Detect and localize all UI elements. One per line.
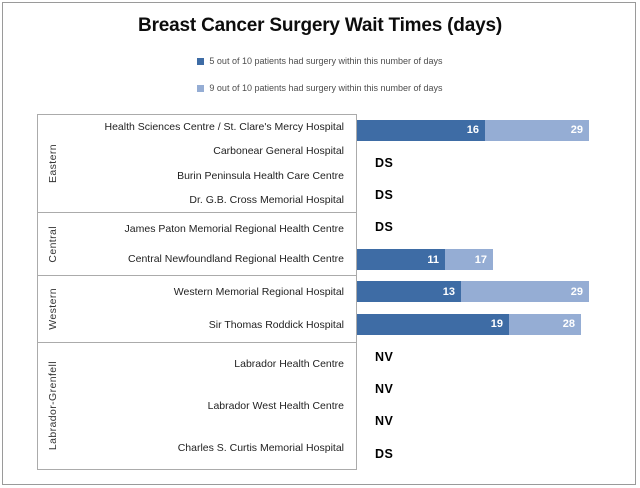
hospital-label: Burin Peninsula Health Care Centre bbox=[177, 169, 344, 182]
legend-item-90th: 9 out of 10 patients had surgery within … bbox=[197, 81, 443, 95]
hospital-label: Labrador Health Centre bbox=[234, 357, 344, 370]
bar-value-90th: 17 bbox=[474, 253, 487, 266]
hospital-label: Dr. G.B. Cross Memorial Hospital bbox=[189, 194, 344, 207]
bar-90th: 28 bbox=[509, 313, 581, 335]
region-group: Eastern Health Sciences Centre / St. Clar… bbox=[38, 115, 356, 214]
bar-row: DS bbox=[357, 211, 635, 243]
hospital-label: Central Newfoundland Regional Health Cen… bbox=[128, 253, 344, 266]
legend-item-50th: 5 out of 10 patients had surgery within … bbox=[197, 54, 443, 68]
region-group: Labrador-Grenfell Labrador Health Centre L… bbox=[38, 343, 356, 469]
bar-value-90th: 29 bbox=[570, 285, 583, 298]
bar-value-50th: 16 bbox=[466, 124, 479, 137]
bar-90th: 29 bbox=[461, 281, 589, 303]
bar-50th: 19 bbox=[357, 313, 509, 335]
category-rows: Western Memorial Regional Hospital Sir Th… bbox=[68, 276, 356, 342]
bar-90th: 29 bbox=[485, 119, 589, 141]
region-cell: Labrador-Grenfell bbox=[38, 343, 68, 469]
legend-label-50th: 5 out of 10 patients had surgery within … bbox=[209, 56, 443, 66]
legend-swatch-90th-icon bbox=[197, 84, 205, 92]
note-label: NV bbox=[375, 382, 394, 397]
bar-value-50th: 13 bbox=[442, 285, 455, 298]
hospital-label: Health Sciences Centre / St. Clare's Mer… bbox=[104, 121, 344, 134]
region-group: Central James Paton Memorial Regional Hea… bbox=[38, 213, 356, 276]
category-rows: Labrador Health Centre Labrador West Heal… bbox=[68, 343, 356, 469]
bar-50th: 11 bbox=[357, 249, 445, 271]
hospital-label: James Paton Memorial Regional Health Cen… bbox=[124, 222, 344, 235]
bar-row: NV bbox=[357, 373, 635, 405]
bar-row: 11 17 bbox=[357, 243, 635, 275]
bar-90th: 17 bbox=[445, 249, 493, 271]
region-label: Central bbox=[47, 225, 59, 263]
chart-title: Breast Cancer Surgery Wait Times (days) bbox=[138, 15, 502, 36]
hospital-label: Carbonear General Hospital bbox=[213, 145, 344, 158]
bar-row: 16 29 bbox=[357, 114, 635, 146]
hospital-label: Sir Thomas Roddick Hospital bbox=[208, 319, 344, 332]
bar-row: NV bbox=[357, 341, 635, 373]
region-cell: Eastern bbox=[38, 115, 68, 212]
bar-value-90th: 28 bbox=[562, 318, 575, 331]
bar-value-50th: 19 bbox=[490, 318, 503, 331]
category-box: Eastern Health Sciences Centre / St. Clar… bbox=[37, 114, 357, 470]
note-label: NV bbox=[375, 349, 394, 364]
hospital-label: Charles S. Curtis Memorial Hospital bbox=[177, 441, 344, 454]
note-label: NV bbox=[375, 414, 394, 429]
region-label: Labrador-Grenfell bbox=[47, 361, 59, 451]
bars-layer: 16 29 DS DS DS 11 17 13 29 19 28 NV NV NV DS bbox=[357, 114, 635, 470]
note-label: DS bbox=[375, 155, 394, 170]
note-label: DS bbox=[375, 187, 394, 202]
region-cell: Western bbox=[38, 276, 68, 342]
legend: 5 out of 10 patients had surgery within … bbox=[0, 54, 640, 95]
bar-50th: 13 bbox=[357, 281, 461, 303]
note-label: DS bbox=[375, 220, 394, 235]
bar-value-50th: 11 bbox=[427, 253, 439, 266]
region-group: Western Western Memorial Regional Hospita… bbox=[38, 276, 356, 343]
bar-value-90th: 29 bbox=[570, 124, 583, 137]
bar-row: NV bbox=[357, 405, 635, 437]
region-cell: Central bbox=[38, 213, 68, 274]
bar-50th: 16 bbox=[357, 119, 485, 141]
bar-row: DS bbox=[357, 179, 635, 211]
region-label: Western bbox=[47, 287, 59, 330]
category-rows: James Paton Memorial Regional Health Cen… bbox=[68, 213, 356, 274]
category-rows: Health Sciences Centre / St. Clare's Mer… bbox=[68, 115, 356, 212]
region-label: Eastern bbox=[47, 144, 59, 184]
bar-row: 13 29 bbox=[357, 276, 635, 308]
note-label: DS bbox=[375, 446, 394, 461]
bar-row: DS bbox=[357, 438, 635, 470]
hospital-label: Western Memorial Regional Hospital bbox=[173, 286, 344, 299]
hospital-label: Labrador West Health Centre bbox=[207, 399, 344, 412]
legend-swatch-50th-icon bbox=[197, 57, 205, 65]
bar-row: DS bbox=[357, 146, 635, 178]
bar-row: 19 28 bbox=[357, 308, 635, 340]
wait-times-chart: Eastern Health Sciences Centre / St. Clar… bbox=[0, 114, 640, 470]
legend-label-90th: 9 out of 10 patients had surgery within … bbox=[209, 83, 443, 93]
